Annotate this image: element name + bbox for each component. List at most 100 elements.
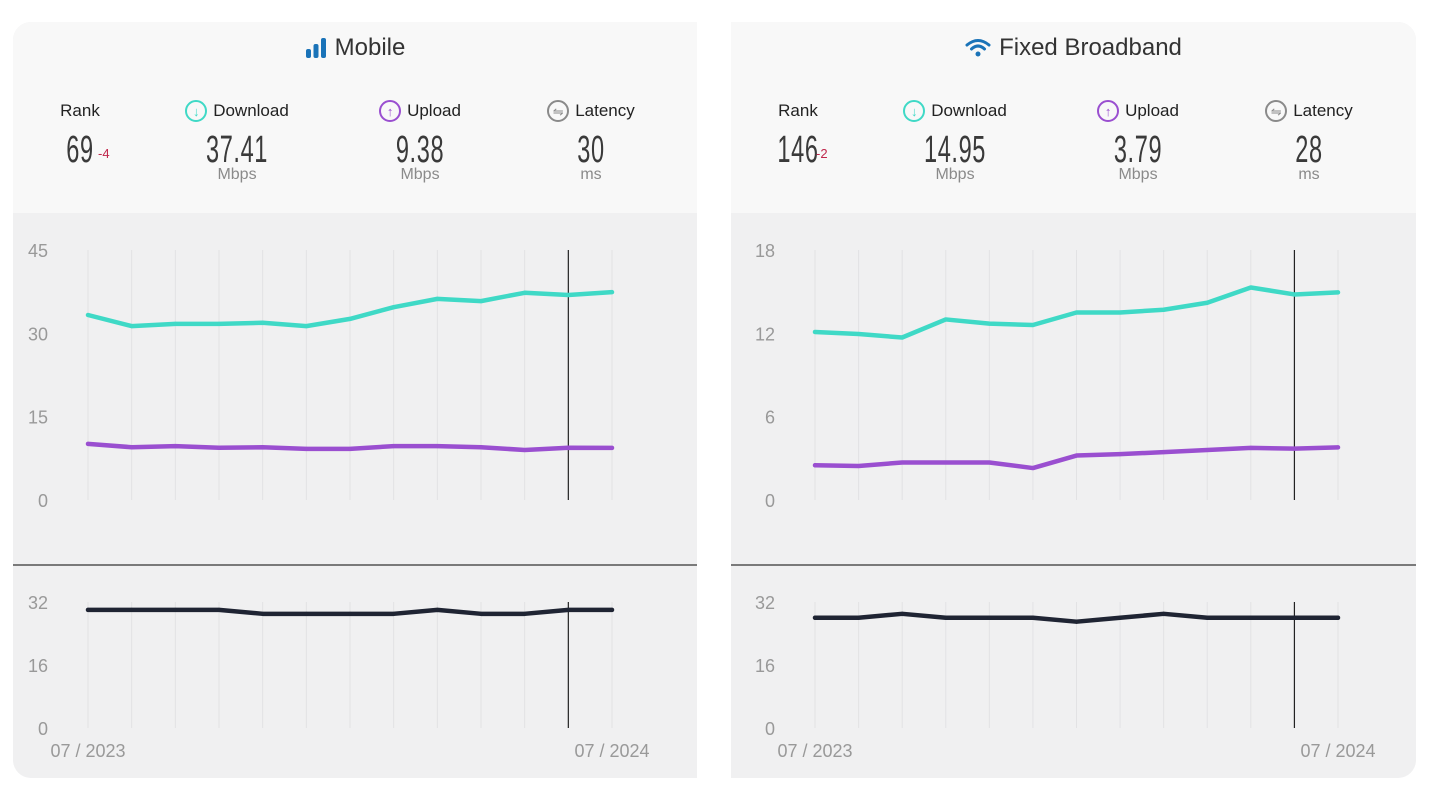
upload-data-point[interactable]	[1030, 466, 1035, 471]
upload-data-point[interactable]	[479, 445, 483, 450]
download-data-point[interactable]	[522, 290, 527, 295]
upload-data-point[interactable]	[86, 441, 90, 446]
panel-header: Fixed Broadband Rank 146 -2 ↓ Download 14…	[731, 22, 1416, 213]
latency-data-point[interactable]	[1205, 615, 1210, 620]
download-data-point[interactable]	[1205, 300, 1210, 305]
latency-data-point[interactable]	[435, 607, 440, 612]
upload-data-point[interactable]	[566, 445, 571, 450]
upload-data-point[interactable]	[435, 444, 440, 449]
upload-data-point[interactable]	[1292, 446, 1297, 451]
download-data-point[interactable]	[1118, 310, 1123, 315]
speed-tick-label: 45	[28, 241, 48, 261]
latency-data-point[interactable]	[813, 615, 817, 620]
latency-unit: ms	[580, 166, 602, 183]
download-data-point[interactable]	[566, 293, 571, 297]
upload-data-point[interactable]	[900, 460, 905, 465]
download-data-point[interactable]	[479, 299, 483, 304]
latency-tick-label: 16	[28, 656, 48, 676]
latency-data-point[interactable]	[1336, 615, 1340, 620]
latency-data-point[interactable]	[129, 607, 134, 612]
download-data-point[interactable]	[435, 296, 440, 301]
upload-data-point[interactable]	[1336, 445, 1340, 450]
download-data-point[interactable]	[260, 320, 265, 325]
latency-data-point[interactable]	[987, 615, 992, 620]
upload-data-point[interactable]	[304, 446, 309, 451]
download-data-point[interactable]	[943, 317, 948, 322]
latency-data-point[interactable]	[1118, 615, 1123, 620]
latency-data-point[interactable]	[348, 611, 352, 616]
upload-data-point[interactable]	[129, 445, 134, 450]
latency-stat[interactable]: ⇋ Latency 28 ms	[1229, 98, 1389, 184]
download-data-point[interactable]	[391, 305, 396, 310]
upload-value: 3.79	[1113, 129, 1163, 171]
latency-label: Latency	[575, 101, 635, 120]
speed-tick-label: 18	[755, 241, 775, 261]
download-stat[interactable]: ↓ Download 14.95 Mbps	[875, 98, 1035, 184]
download-data-point[interactable]	[900, 335, 905, 340]
latency-data-point[interactable]	[566, 607, 571, 612]
latency-data-point[interactable]	[610, 607, 614, 612]
wifi-icon	[965, 38, 991, 58]
upload-data-point[interactable]	[1074, 453, 1079, 458]
upload-data-point[interactable]	[943, 460, 948, 465]
upload-data-point[interactable]	[1248, 445, 1253, 450]
download-data-point[interactable]	[348, 316, 352, 321]
upload-data-point[interactable]	[610, 445, 614, 450]
upload-data-point[interactable]	[217, 445, 221, 450]
upload-data-point[interactable]	[1205, 448, 1210, 452]
latency-stat[interactable]: ⇋ Latency 30 ms	[511, 98, 671, 184]
download-data-point[interactable]	[1248, 285, 1253, 290]
latency-data-point[interactable]	[391, 611, 396, 616]
download-data-point[interactable]	[86, 313, 90, 317]
download-data-point[interactable]	[1074, 310, 1079, 315]
chart-area[interactable]: 0 15 30 45 0 16 32 07 / 2023 07 / 2024	[13, 213, 697, 778]
upload-unit: Mbps	[400, 166, 440, 183]
download-data-point[interactable]	[1030, 323, 1035, 327]
upload-stat[interactable]: ↑ Upload 3.79 Mbps	[1058, 98, 1218, 184]
latency-data-point[interactable]	[86, 607, 90, 612]
download-data-point[interactable]	[1336, 290, 1340, 295]
latency-data-point[interactable]	[1030, 615, 1035, 620]
download-data-point[interactable]	[1161, 307, 1166, 312]
upload-data-point[interactable]	[1118, 452, 1123, 457]
latency-data-point[interactable]	[260, 611, 265, 616]
download-data-point[interactable]	[610, 290, 614, 295]
latency-data-point[interactable]	[856, 615, 861, 620]
latency-data-point[interactable]	[1074, 619, 1079, 624]
latency-data-point[interactable]	[1248, 615, 1253, 620]
download-label: Download	[931, 101, 1007, 120]
upload-data-point[interactable]	[813, 463, 817, 468]
latency-value: 30	[577, 129, 605, 171]
latency-data-point[interactable]	[304, 611, 309, 616]
latency-data-point[interactable]	[479, 611, 483, 616]
upload-data-point[interactable]	[348, 446, 352, 451]
upload-data-point[interactable]	[987, 460, 992, 465]
upload-data-point[interactable]	[173, 444, 178, 449]
latency-data-point[interactable]	[522, 611, 527, 616]
download-data-point[interactable]	[813, 329, 817, 334]
chart-area[interactable]: 0 6 12 18 0 16 32 07 / 2023 07 / 2024	[731, 213, 1416, 778]
latency-data-point[interactable]	[217, 607, 221, 612]
upload-data-point[interactable]	[522, 448, 527, 452]
latency-data-point[interactable]	[1161, 611, 1166, 616]
latency-data-point[interactable]	[900, 611, 905, 616]
download-data-point[interactable]	[856, 332, 861, 337]
download-data-point[interactable]	[304, 324, 309, 329]
upload-data-point[interactable]	[260, 445, 265, 450]
upload-data-point[interactable]	[391, 444, 396, 449]
latency-data-point[interactable]	[943, 615, 948, 620]
download-data-point[interactable]	[173, 321, 178, 326]
latency-data-point[interactable]	[1292, 615, 1297, 620]
download-data-point[interactable]	[129, 324, 134, 329]
download-stat[interactable]: ↓ Download 37.41 Mbps	[157, 98, 317, 184]
upload-data-point[interactable]	[856, 463, 861, 468]
download-data-point[interactable]	[987, 321, 992, 326]
download-arrow-icon: ↓	[903, 100, 926, 122]
latency-data-point[interactable]	[173, 607, 178, 612]
rank-label: Rank	[778, 101, 818, 120]
upload-stat[interactable]: ↑ Upload 9.38 Mbps	[340, 98, 500, 184]
download-value: 14.95	[923, 129, 987, 171]
upload-data-point[interactable]	[1161, 450, 1166, 455]
download-data-point[interactable]	[1292, 292, 1297, 297]
download-data-point[interactable]	[217, 321, 221, 326]
